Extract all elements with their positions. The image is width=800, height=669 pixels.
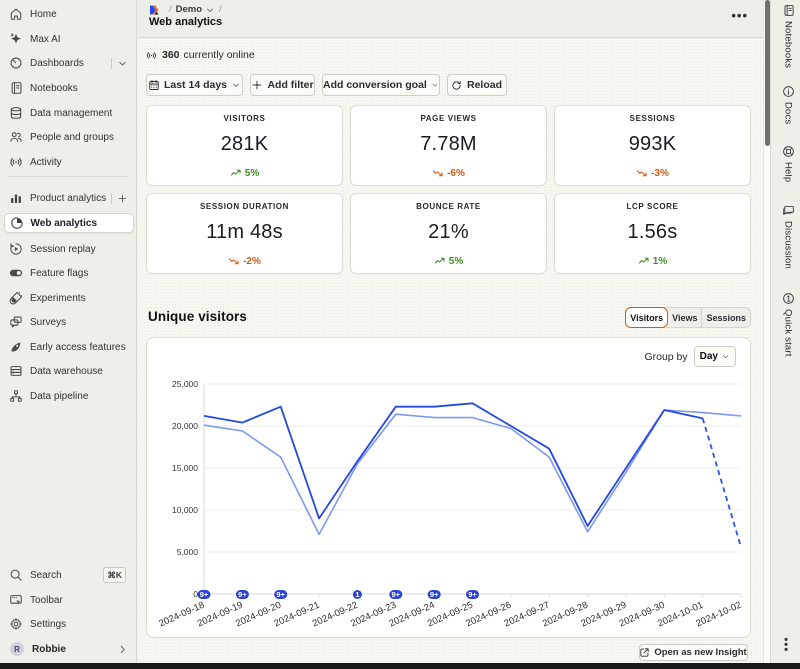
svg-text:20,000: 20,000 [172,421,198,431]
svg-text:9+: 9+ [238,590,247,599]
svg-text:25,000: 25,000 [172,379,198,389]
svg-text:9+: 9+ [392,590,401,599]
svg-text:9+: 9+ [276,590,285,599]
svg-text:5,000: 5,000 [177,547,199,557]
svg-text:1: 1 [355,590,359,599]
svg-text:10,000: 10,000 [172,505,198,515]
svg-text:9+: 9+ [200,590,209,599]
svg-text:9+: 9+ [468,590,477,599]
svg-text:9+: 9+ [430,590,439,599]
svg-text:0: 0 [193,589,198,599]
svg-text:15,000: 15,000 [172,463,198,473]
